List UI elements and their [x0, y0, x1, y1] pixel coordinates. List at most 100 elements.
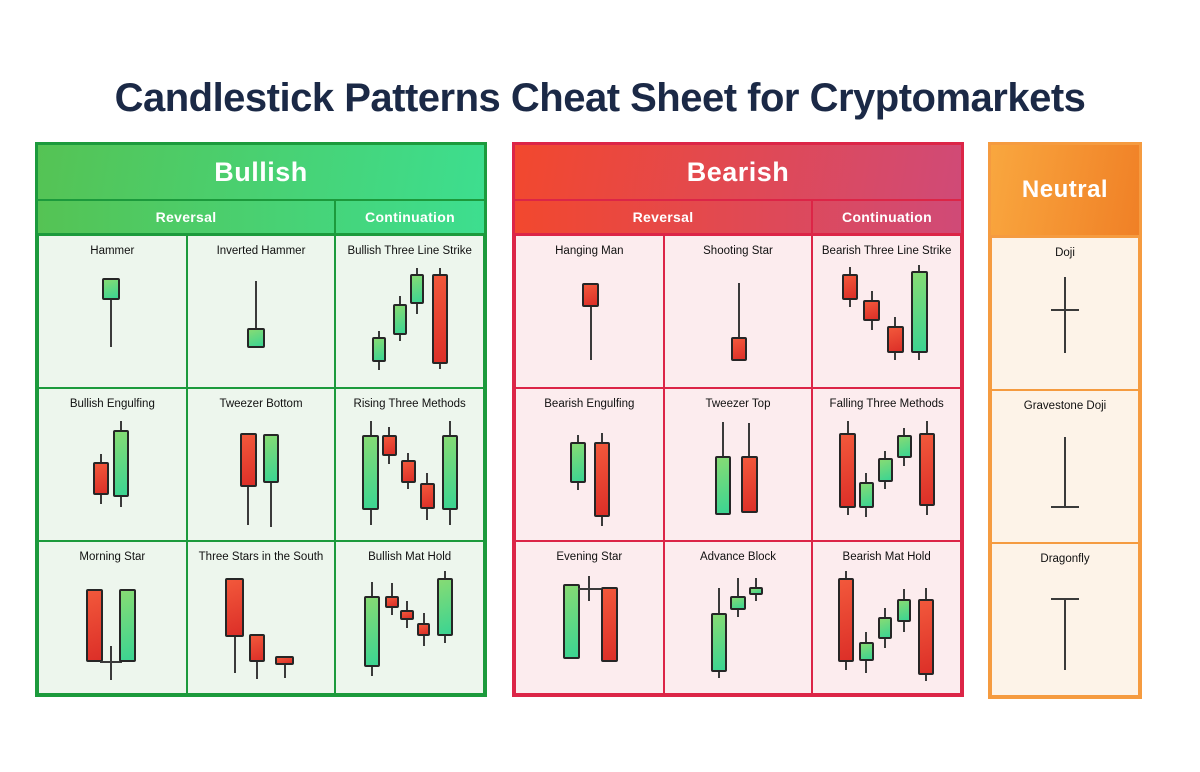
neutral-header-label: Neutral — [1021, 176, 1109, 203]
pattern-cell-morning-star: Morning Star — [38, 541, 187, 694]
candle-body — [419, 483, 435, 510]
bullish-section: Bullish Reversal Continuation Hammer Inverte… — [35, 142, 487, 697]
pattern-label: Bullish Three Line Strike — [347, 245, 472, 257]
candle-body — [748, 586, 763, 595]
candle-body — [911, 271, 928, 353]
candlestick-chart — [198, 416, 324, 534]
candlestick-chart — [526, 263, 652, 381]
candle-body — [896, 434, 912, 459]
candle-body — [838, 578, 855, 663]
bearish-grid: Hanging Man Shooting Star Bearish Three Li… — [515, 233, 961, 694]
pattern-cell-three-stars-in-the-south: Three Stars in the South — [186, 541, 336, 694]
pattern-label: Doji — [1055, 247, 1075, 259]
pattern-label: Morning Star — [79, 551, 146, 563]
candle-body — [441, 434, 459, 511]
candlestick-chart — [49, 569, 175, 687]
candle-body — [385, 596, 399, 608]
candle-body — [730, 596, 746, 611]
candle-body — [839, 432, 856, 509]
doji-vertical-line — [1064, 276, 1066, 354]
pattern-cell-bearish-engulfing: Bearish Engulfing — [515, 388, 664, 541]
subheader-continuation: Continuation — [811, 201, 961, 233]
pattern-cell-doji: Doji — [991, 237, 1139, 390]
candle-body — [247, 327, 265, 348]
candle-wick — [589, 283, 592, 360]
candle-body — [431, 273, 449, 365]
candlestick-chart — [49, 263, 175, 381]
pattern-cell-tweezer-bottom: Tweezer Bottom — [186, 388, 336, 541]
candle-body — [731, 337, 748, 361]
candle-body — [741, 456, 758, 513]
doji-cross-bar — [99, 661, 123, 664]
candlestick-chart — [347, 263, 473, 381]
candle-body — [917, 598, 934, 676]
doji-vertical-line — [1064, 599, 1066, 671]
candle-body — [563, 584, 580, 659]
pattern-cell-bullish-engulfing: Bullish Engulfing — [38, 388, 187, 541]
candle-body — [392, 304, 407, 335]
pattern-label: Three Stars in the South — [198, 551, 324, 563]
neutral-header: Neutral — [991, 145, 1139, 235]
candle-body — [863, 299, 880, 321]
neutral-grid: Doji Gravestone Doji Dragonfly — [991, 235, 1139, 696]
candle-wick — [254, 280, 257, 348]
pattern-cell-bearish-three-line-strike: Bearish Three Line Strike — [812, 235, 961, 388]
pattern-label: Rising Three Methods — [353, 398, 466, 410]
doji-cross-bar — [1051, 598, 1079, 601]
candle-body — [240, 432, 257, 487]
candle-body — [436, 578, 454, 637]
pattern-cell-tweezer-top: Tweezer Top — [663, 388, 813, 541]
candle-body — [897, 598, 912, 623]
candlestick-chart — [824, 569, 950, 687]
pattern-label: Bullish Mat Hold — [368, 551, 452, 563]
pattern-cell-hanging-man: Hanging Man — [515, 235, 664, 388]
bullish-header: Bullish — [38, 145, 484, 199]
candle-body — [887, 325, 904, 353]
pattern-label: Gravestone Doji — [1023, 400, 1107, 412]
candle-wick — [738, 283, 741, 361]
bullish-subheader-row: Reversal Continuation — [38, 199, 484, 233]
pattern-label: Dragonfly — [1040, 553, 1090, 565]
candle-body — [93, 462, 109, 496]
subheader-reversal: Reversal — [38, 201, 334, 233]
candle-body — [841, 273, 859, 300]
candle-body — [878, 617, 893, 639]
pattern-label: Bearish Three Line Strike — [821, 245, 952, 257]
neutral-section: Neutral Doji Gravestone Doji Dragonfly — [988, 142, 1142, 699]
pattern-label: Bearish Engulfing — [544, 398, 635, 410]
pattern-label: Inverted Hammer — [216, 245, 306, 257]
candle-body — [877, 458, 893, 483]
candle-body — [710, 612, 728, 672]
pattern-label: Bearish Mat Hold — [842, 551, 931, 563]
pattern-cell-inverted-hammer: Inverted Hammer — [186, 235, 336, 388]
pattern-cell-bullish-three-line-strike: Bullish Three Line Strike — [335, 235, 484, 388]
candle-body — [363, 596, 380, 667]
subheader-reversal: Reversal — [515, 201, 811, 233]
candle-wick — [110, 278, 113, 347]
subheader-reversal-label: Reversal — [632, 209, 694, 225]
bearish-header: Bearish — [515, 145, 961, 199]
doji-cross-bar — [1051, 505, 1079, 508]
candle-body — [86, 589, 103, 663]
candlestick-chart — [675, 416, 801, 534]
pattern-cell-shooting-star: Shooting Star — [663, 235, 813, 388]
pattern-label: Advance Block — [699, 551, 777, 563]
candle-body — [381, 434, 398, 457]
pattern-label: Shooting Star — [703, 245, 773, 257]
doji-vertical-line — [1064, 436, 1066, 507]
candle-body — [410, 273, 425, 305]
candle-body — [858, 642, 875, 662]
candlestick-chart — [824, 416, 950, 534]
candle-body — [400, 459, 416, 484]
bearish-header-label: Bearish — [686, 156, 790, 187]
candlestick-chart — [49, 416, 175, 534]
bearish-subheader-row: Reversal Continuation — [515, 199, 961, 233]
candle-body — [416, 623, 431, 637]
bullish-grid: Hammer Inverted Hammer Bullish Three Line … — [38, 233, 484, 694]
pattern-label: Tweezer Top — [705, 398, 771, 410]
subheader-continuation-label: Continuation — [842, 209, 932, 225]
candle-body — [249, 633, 266, 663]
candlestick-chart — [1002, 265, 1128, 383]
candle-body — [570, 441, 586, 484]
pattern-label: Falling Three Methods — [829, 398, 944, 410]
